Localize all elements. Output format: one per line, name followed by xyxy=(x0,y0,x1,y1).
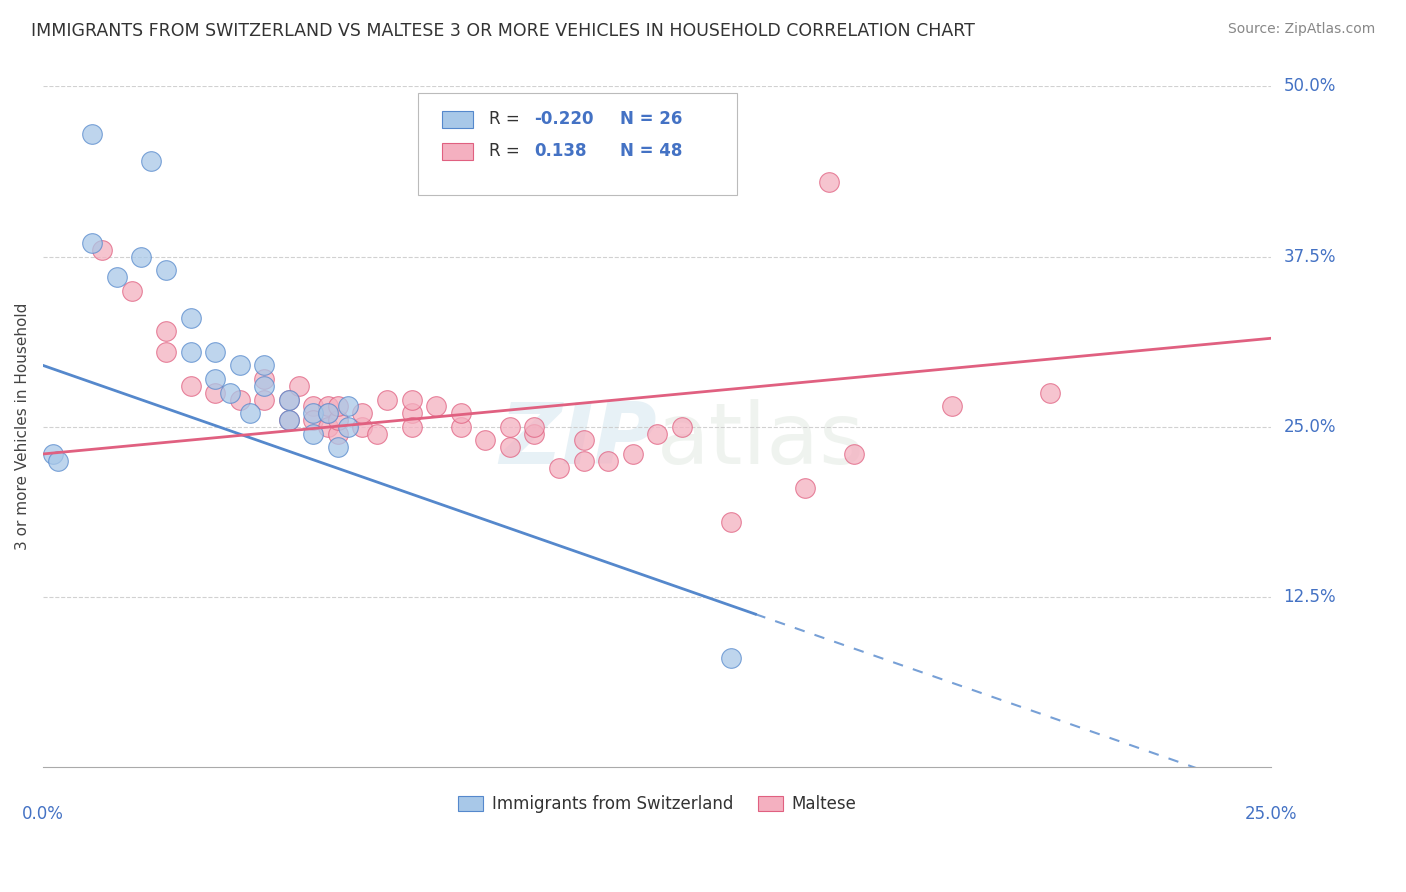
Text: -0.220: -0.220 xyxy=(534,110,593,128)
Point xyxy=(523,419,546,434)
Point xyxy=(572,454,595,468)
Text: 50.0%: 50.0% xyxy=(1284,78,1336,95)
Text: R =: R = xyxy=(489,110,524,128)
Point xyxy=(155,344,177,359)
Point xyxy=(499,440,522,454)
Point xyxy=(316,400,339,414)
Point xyxy=(818,175,841,189)
Point xyxy=(336,419,359,434)
Point xyxy=(645,426,668,441)
Legend: Immigrants from Switzerland, Maltese: Immigrants from Switzerland, Maltese xyxy=(451,789,863,820)
Point xyxy=(375,392,398,407)
Point xyxy=(499,419,522,434)
Point xyxy=(180,379,202,393)
Point xyxy=(401,419,423,434)
Point xyxy=(180,344,202,359)
Point xyxy=(42,447,65,461)
Text: 0.138: 0.138 xyxy=(534,142,586,160)
Point xyxy=(326,413,349,427)
Point xyxy=(1039,385,1062,400)
Point xyxy=(941,400,963,414)
Point xyxy=(302,400,325,414)
FancyBboxPatch shape xyxy=(443,111,472,128)
Point xyxy=(228,392,250,407)
Point xyxy=(155,325,177,339)
Point xyxy=(326,400,349,414)
Point xyxy=(474,434,496,448)
Text: atlas: atlas xyxy=(657,399,865,482)
Point xyxy=(401,406,423,420)
Point xyxy=(352,406,374,420)
Point xyxy=(238,406,260,420)
Point xyxy=(548,460,571,475)
Point xyxy=(596,454,619,468)
Point xyxy=(91,243,114,257)
Point xyxy=(720,651,742,665)
Point xyxy=(228,359,250,373)
FancyBboxPatch shape xyxy=(418,94,737,195)
Text: R =: R = xyxy=(489,142,530,160)
Text: N = 48: N = 48 xyxy=(620,142,683,160)
Point xyxy=(105,270,128,285)
Point xyxy=(302,413,325,427)
Point xyxy=(425,400,447,414)
Text: Source: ZipAtlas.com: Source: ZipAtlas.com xyxy=(1227,22,1375,37)
FancyBboxPatch shape xyxy=(443,143,472,160)
Point xyxy=(316,406,339,420)
Point xyxy=(621,447,644,461)
Point xyxy=(253,392,276,407)
Point xyxy=(155,263,177,277)
Point xyxy=(366,426,388,441)
Text: 12.5%: 12.5% xyxy=(1284,588,1336,606)
Point xyxy=(277,413,299,427)
Point xyxy=(287,379,309,393)
Text: 25.0%: 25.0% xyxy=(1284,417,1336,435)
Point xyxy=(46,454,69,468)
Point xyxy=(253,379,276,393)
Point xyxy=(141,154,163,169)
Point xyxy=(180,310,202,325)
Point xyxy=(720,515,742,529)
Point xyxy=(671,419,693,434)
Text: 0.0%: 0.0% xyxy=(22,805,65,823)
Text: 37.5%: 37.5% xyxy=(1284,248,1336,266)
Text: N = 26: N = 26 xyxy=(620,110,683,128)
Point xyxy=(204,372,226,386)
Point xyxy=(326,426,349,441)
Point xyxy=(450,406,472,420)
Point xyxy=(302,426,325,441)
Point xyxy=(326,440,349,454)
Point xyxy=(253,359,276,373)
Point xyxy=(82,235,104,250)
Point xyxy=(82,127,104,141)
Point xyxy=(842,447,865,461)
Point xyxy=(316,406,339,420)
Point xyxy=(450,419,472,434)
Point xyxy=(793,481,815,495)
Text: IMMIGRANTS FROM SWITZERLAND VS MALTESE 3 OR MORE VEHICLES IN HOUSEHOLD CORRELATI: IMMIGRANTS FROM SWITZERLAND VS MALTESE 3… xyxy=(31,22,974,40)
Point xyxy=(316,419,339,434)
Point xyxy=(336,400,359,414)
Point xyxy=(277,392,299,407)
Text: 25.0%: 25.0% xyxy=(1244,805,1298,823)
Point xyxy=(121,284,143,298)
Point xyxy=(218,385,240,400)
Point xyxy=(277,392,299,407)
Point xyxy=(277,413,299,427)
Point xyxy=(401,392,423,407)
Point xyxy=(523,426,546,441)
Point xyxy=(204,344,226,359)
Y-axis label: 3 or more Vehicles in Household: 3 or more Vehicles in Household xyxy=(15,303,30,550)
Point xyxy=(572,434,595,448)
Point xyxy=(131,250,153,264)
Point xyxy=(253,372,276,386)
Point xyxy=(352,419,374,434)
Point xyxy=(204,385,226,400)
Point xyxy=(302,406,325,420)
Text: ZIP: ZIP xyxy=(499,399,657,482)
